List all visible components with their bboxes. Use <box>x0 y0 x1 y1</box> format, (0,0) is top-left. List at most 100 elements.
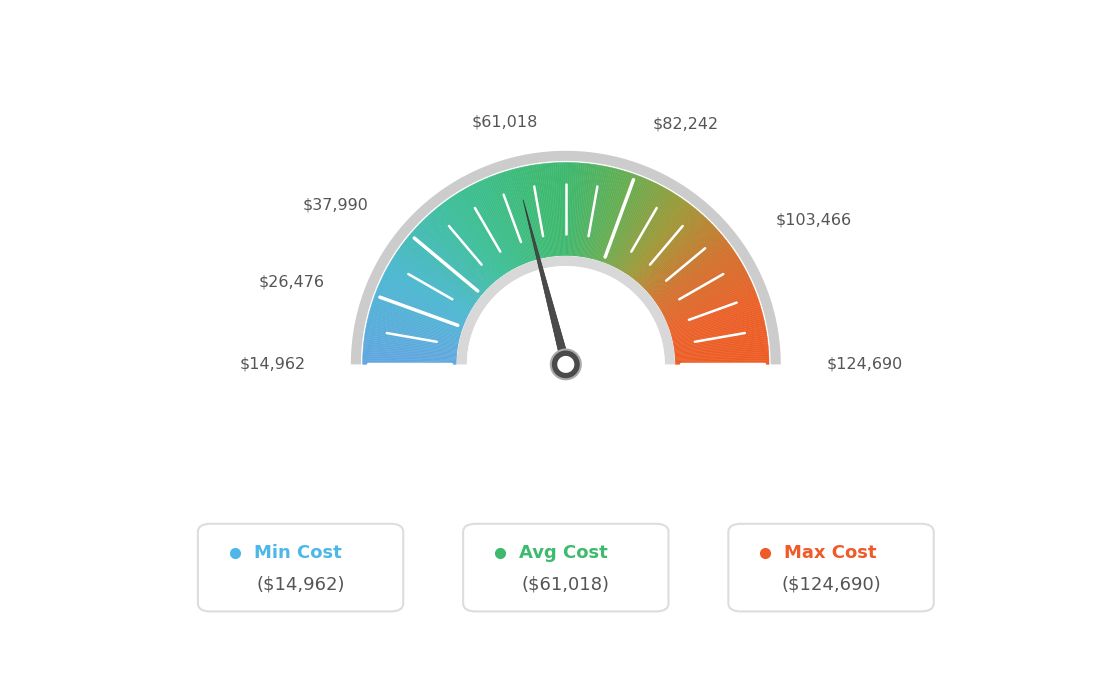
Polygon shape <box>669 294 757 328</box>
Polygon shape <box>363 348 457 357</box>
Polygon shape <box>413 229 485 293</box>
Polygon shape <box>673 328 766 346</box>
Polygon shape <box>640 217 707 286</box>
Polygon shape <box>666 282 752 321</box>
Polygon shape <box>526 166 545 257</box>
Polygon shape <box>479 181 520 266</box>
Text: $26,476: $26,476 <box>258 275 325 290</box>
Polygon shape <box>363 350 456 357</box>
Polygon shape <box>576 164 587 256</box>
Polygon shape <box>667 284 753 322</box>
Polygon shape <box>570 163 574 255</box>
FancyBboxPatch shape <box>198 524 403 611</box>
Polygon shape <box>655 246 732 302</box>
Polygon shape <box>427 216 491 285</box>
Polygon shape <box>410 234 482 295</box>
Polygon shape <box>489 177 526 264</box>
Polygon shape <box>675 344 768 354</box>
Polygon shape <box>467 266 665 364</box>
Polygon shape <box>435 209 496 282</box>
Polygon shape <box>542 164 554 256</box>
Polygon shape <box>620 190 669 270</box>
Polygon shape <box>596 170 625 260</box>
Polygon shape <box>428 215 492 284</box>
Polygon shape <box>665 279 751 319</box>
Polygon shape <box>614 183 656 267</box>
Polygon shape <box>471 184 516 268</box>
Polygon shape <box>659 258 740 308</box>
Polygon shape <box>670 302 760 332</box>
Polygon shape <box>449 197 505 275</box>
Polygon shape <box>452 196 506 275</box>
Polygon shape <box>503 172 533 261</box>
Text: $14,962: $14,962 <box>240 357 306 372</box>
Polygon shape <box>618 188 666 270</box>
Polygon shape <box>558 356 574 373</box>
Polygon shape <box>619 188 668 270</box>
Polygon shape <box>564 163 565 255</box>
Polygon shape <box>370 308 460 335</box>
Polygon shape <box>551 163 559 256</box>
Polygon shape <box>367 322 458 343</box>
Polygon shape <box>374 296 463 328</box>
Polygon shape <box>365 328 458 346</box>
Polygon shape <box>432 212 495 283</box>
Polygon shape <box>592 168 616 259</box>
Polygon shape <box>466 188 513 270</box>
Polygon shape <box>638 213 702 284</box>
Polygon shape <box>617 186 661 268</box>
Polygon shape <box>464 188 512 270</box>
Polygon shape <box>588 167 611 258</box>
Polygon shape <box>657 251 735 304</box>
Polygon shape <box>599 172 630 261</box>
Polygon shape <box>400 246 477 302</box>
Polygon shape <box>633 204 690 278</box>
Polygon shape <box>532 165 549 257</box>
Polygon shape <box>598 172 628 261</box>
Polygon shape <box>384 271 469 315</box>
Polygon shape <box>369 314 459 338</box>
Polygon shape <box>523 166 544 258</box>
Polygon shape <box>578 164 592 256</box>
Polygon shape <box>635 208 696 280</box>
Polygon shape <box>363 356 456 361</box>
Polygon shape <box>397 249 476 303</box>
Polygon shape <box>364 333 457 348</box>
Polygon shape <box>629 200 686 276</box>
Polygon shape <box>380 280 466 320</box>
Polygon shape <box>569 163 572 255</box>
Polygon shape <box>671 310 762 336</box>
Polygon shape <box>651 239 726 297</box>
Polygon shape <box>637 212 700 283</box>
Polygon shape <box>403 242 478 299</box>
Polygon shape <box>665 277 750 318</box>
Polygon shape <box>669 296 757 328</box>
Polygon shape <box>362 358 456 362</box>
Polygon shape <box>390 262 471 310</box>
Polygon shape <box>651 237 725 297</box>
Text: ($124,690): ($124,690) <box>782 575 881 593</box>
Polygon shape <box>392 258 473 308</box>
Polygon shape <box>675 337 767 351</box>
Polygon shape <box>368 318 459 341</box>
Polygon shape <box>378 286 465 323</box>
Polygon shape <box>391 260 473 309</box>
Polygon shape <box>436 208 497 280</box>
Polygon shape <box>631 202 689 277</box>
Polygon shape <box>676 350 768 357</box>
Polygon shape <box>363 346 457 355</box>
Polygon shape <box>374 294 463 328</box>
Polygon shape <box>362 360 456 363</box>
Polygon shape <box>647 228 716 291</box>
Polygon shape <box>369 312 460 337</box>
Polygon shape <box>470 186 514 268</box>
Polygon shape <box>580 164 593 257</box>
Polygon shape <box>551 350 581 380</box>
Polygon shape <box>658 255 737 306</box>
Polygon shape <box>539 164 552 257</box>
Polygon shape <box>501 172 532 261</box>
Polygon shape <box>364 337 457 351</box>
Polygon shape <box>675 341 768 353</box>
Polygon shape <box>583 165 599 257</box>
Polygon shape <box>585 166 604 257</box>
